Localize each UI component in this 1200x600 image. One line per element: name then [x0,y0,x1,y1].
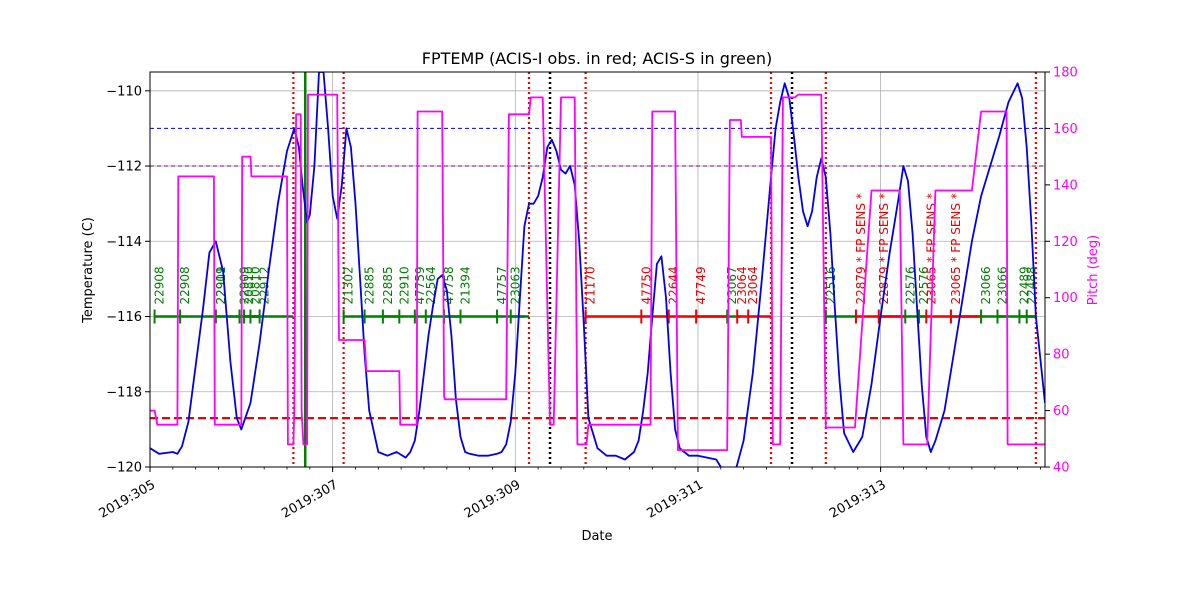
observation-label: 47757 [495,266,509,304]
y2-tick-label: 60 [1053,404,1070,419]
x-tick-label: 2019:305 [97,477,158,521]
observation-label: 47750 [639,266,653,304]
y2-axis-label: Pitch (deg) [1086,235,1101,305]
observation-label: 23065 * FP SENS * [924,193,938,304]
y-tick-label: −110 [106,84,142,99]
observation-label: 22489 [1017,266,1031,304]
x-axis-label: Date [581,529,612,544]
y2-tick-label: 120 [1053,235,1078,250]
limit-lines [150,127,1045,420]
y-axis-pitch: 40 60 80 100 120 140 160 180 [1045,66,1078,476]
observation-label: 23064 [746,266,760,304]
y2-tick-label: 40 [1053,461,1070,476]
observation-label: 22576 [917,266,931,304]
plot-frame [149,71,1046,468]
observation-label: 21394 [459,266,473,304]
observation-label: 22576 [903,266,917,304]
x-tick-label: 2019:309 [462,477,523,521]
y-tick-label: −112 [106,160,142,175]
observation-label: 20810 [242,266,256,304]
y2-tick-label: 80 [1053,348,1070,363]
observation-label: 22516 [824,266,838,304]
observation-label: 22879 * FP SENS * [854,193,868,304]
observation-label: 23066 [996,266,1010,304]
observation-label: 22488 [1025,266,1039,304]
y-tick-label: −118 [106,385,142,400]
x-tick-label: 2019:313 [827,477,888,521]
observation-label: 21170 [584,266,598,304]
pitch-line [150,93,1045,451]
y2-tick-label: 100 [1053,291,1078,306]
x-tick-label: 2019:307 [279,477,340,521]
y-tick-label: −116 [106,310,142,325]
observation-label: 22879 * FP SENS * [877,193,891,304]
observation-label: 21302 [342,266,356,304]
y-axis-label: Temperature (C) [81,217,96,324]
y-axis-temperature: −120 −118 −116 −114 −112 −110 [106,84,150,476]
observation-label: 22908 [153,266,167,304]
observation-label: 22908 [178,266,192,304]
observation-label: 23065 * FP SENS * [949,193,963,304]
series-lines [150,72,1045,467]
chart-title: FPTEMP (ACIS-I obs. in red; ACIS-S in gr… [422,49,772,68]
y2-tick-label: 180 [1053,66,1078,81]
temperature-line [150,72,1045,467]
observation-label: 22885 [363,266,377,304]
y2-tick-label: 140 [1053,178,1078,193]
x-tick-label: 2019:311 [645,477,706,521]
observation-label: 22885 [381,266,395,304]
observation-label: 47749 [694,266,708,304]
observation-label: 22644 [667,266,681,304]
y-tick-label: −120 [106,461,142,476]
observation-label: 22910 [397,266,411,304]
observation-label: 20810 [248,266,262,304]
x-axis: 2019:305 2019:307 2019:309 2019:311 2019:313 [97,467,1041,522]
observation-label: 23066 [979,266,993,304]
y2-tick-label: 160 [1053,122,1078,137]
observation-label: 23064 [735,266,749,304]
observation-label: 47758 [442,266,456,304]
y-tick-label: −114 [106,235,142,250]
